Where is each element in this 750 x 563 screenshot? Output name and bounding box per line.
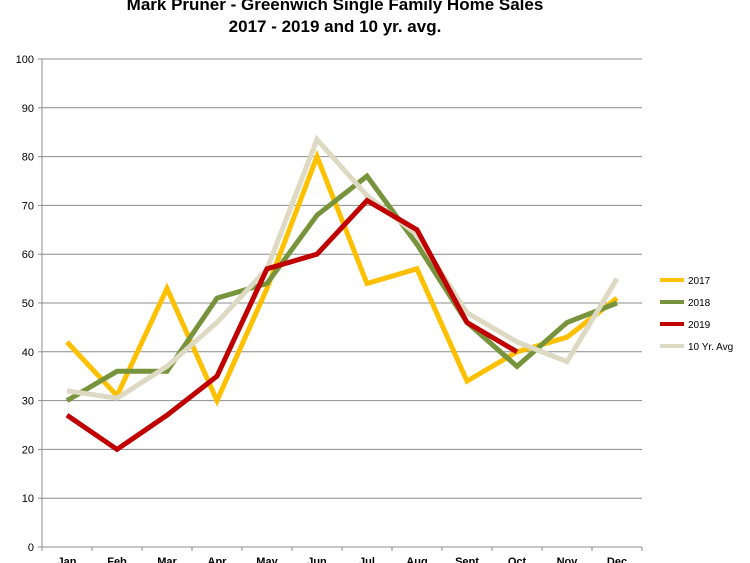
- x-tick-label: Jul: [359, 556, 375, 563]
- grid: [42, 58, 642, 499]
- legend-label-2018: 2018: [688, 298, 711, 309]
- series-lines: [65, 134, 620, 453]
- x-tick-label: Nov: [557, 556, 579, 563]
- x-tick-label: Mar: [157, 556, 177, 563]
- legend-label-2017: 2017: [688, 276, 711, 287]
- y-tick-label: 0: [28, 542, 34, 554]
- x-tick-label: Jun: [307, 556, 327, 563]
- x-tick-label: Oct: [508, 556, 527, 563]
- y-tick-label: 60: [22, 249, 34, 261]
- x-tick-label: Aug: [406, 556, 427, 563]
- x-tick-label: Sept: [455, 556, 479, 563]
- y-tick-label: 40: [22, 347, 34, 359]
- legend-label-2019: 2019: [688, 320, 711, 331]
- y-tick-label: 90: [22, 103, 34, 115]
- axes: 0 10 20 30 40 50 60 70 80 90 100 Jan Feb Mar Apr May Jun…: [16, 54, 643, 563]
- series-line-2018: [65, 172, 618, 403]
- x-tick-label: Jan: [58, 556, 77, 563]
- legend-label-10-yr-avg: 10 Yr. Avg: [688, 342, 733, 353]
- chart-title: Mark Pruner - Greenwich Single Family Ho…: [0, 0, 670, 38]
- x-tick-label: May: [256, 556, 278, 563]
- series-line-2017: [65, 149, 619, 407]
- y-tick-label: 20: [22, 444, 34, 456]
- series-line-10-yr-avg: [66, 134, 620, 401]
- chart-title-line2: 2017 - 2019 and 10 yr. avg.: [228, 17, 442, 36]
- chart-title-line1: Mark Pruner - Greenwich Single Family Ho…: [126, 0, 544, 14]
- y-tick-label: 80: [22, 152, 34, 164]
- x-tick-label: Dec: [607, 556, 627, 563]
- series-line-2019: [65, 197, 519, 453]
- y-tick-label: 10: [22, 493, 34, 505]
- y-tick-label: 30: [22, 396, 34, 408]
- y-tick-label: 100: [16, 54, 34, 66]
- y-tick-label: 70: [22, 200, 34, 212]
- y-tick-label: 50: [22, 298, 34, 310]
- legend: 2017 2018 2019 10 Yr. Avg: [660, 276, 733, 353]
- x-tick-label: Feb: [107, 556, 127, 563]
- x-tick-label: Apr: [208, 556, 228, 563]
